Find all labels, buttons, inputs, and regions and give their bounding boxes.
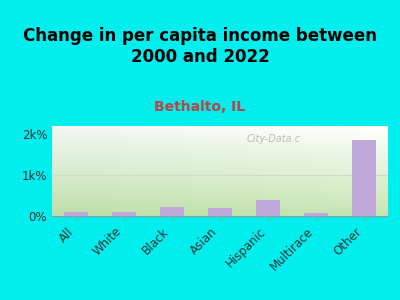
Bar (352, 140, 376, 216)
Bar (208, 208, 232, 216)
Bar (256, 200, 280, 216)
Text: Bethalto, IL: Bethalto, IL (154, 100, 246, 114)
Bar (160, 207, 184, 216)
Bar (112, 212, 136, 216)
Text: City-Data.c: City-Data.c (247, 134, 301, 144)
Bar (304, 212, 328, 216)
Bar (64, 212, 88, 216)
Text: Change in per capita income between
2000 and 2022: Change in per capita income between 2000… (23, 27, 377, 66)
